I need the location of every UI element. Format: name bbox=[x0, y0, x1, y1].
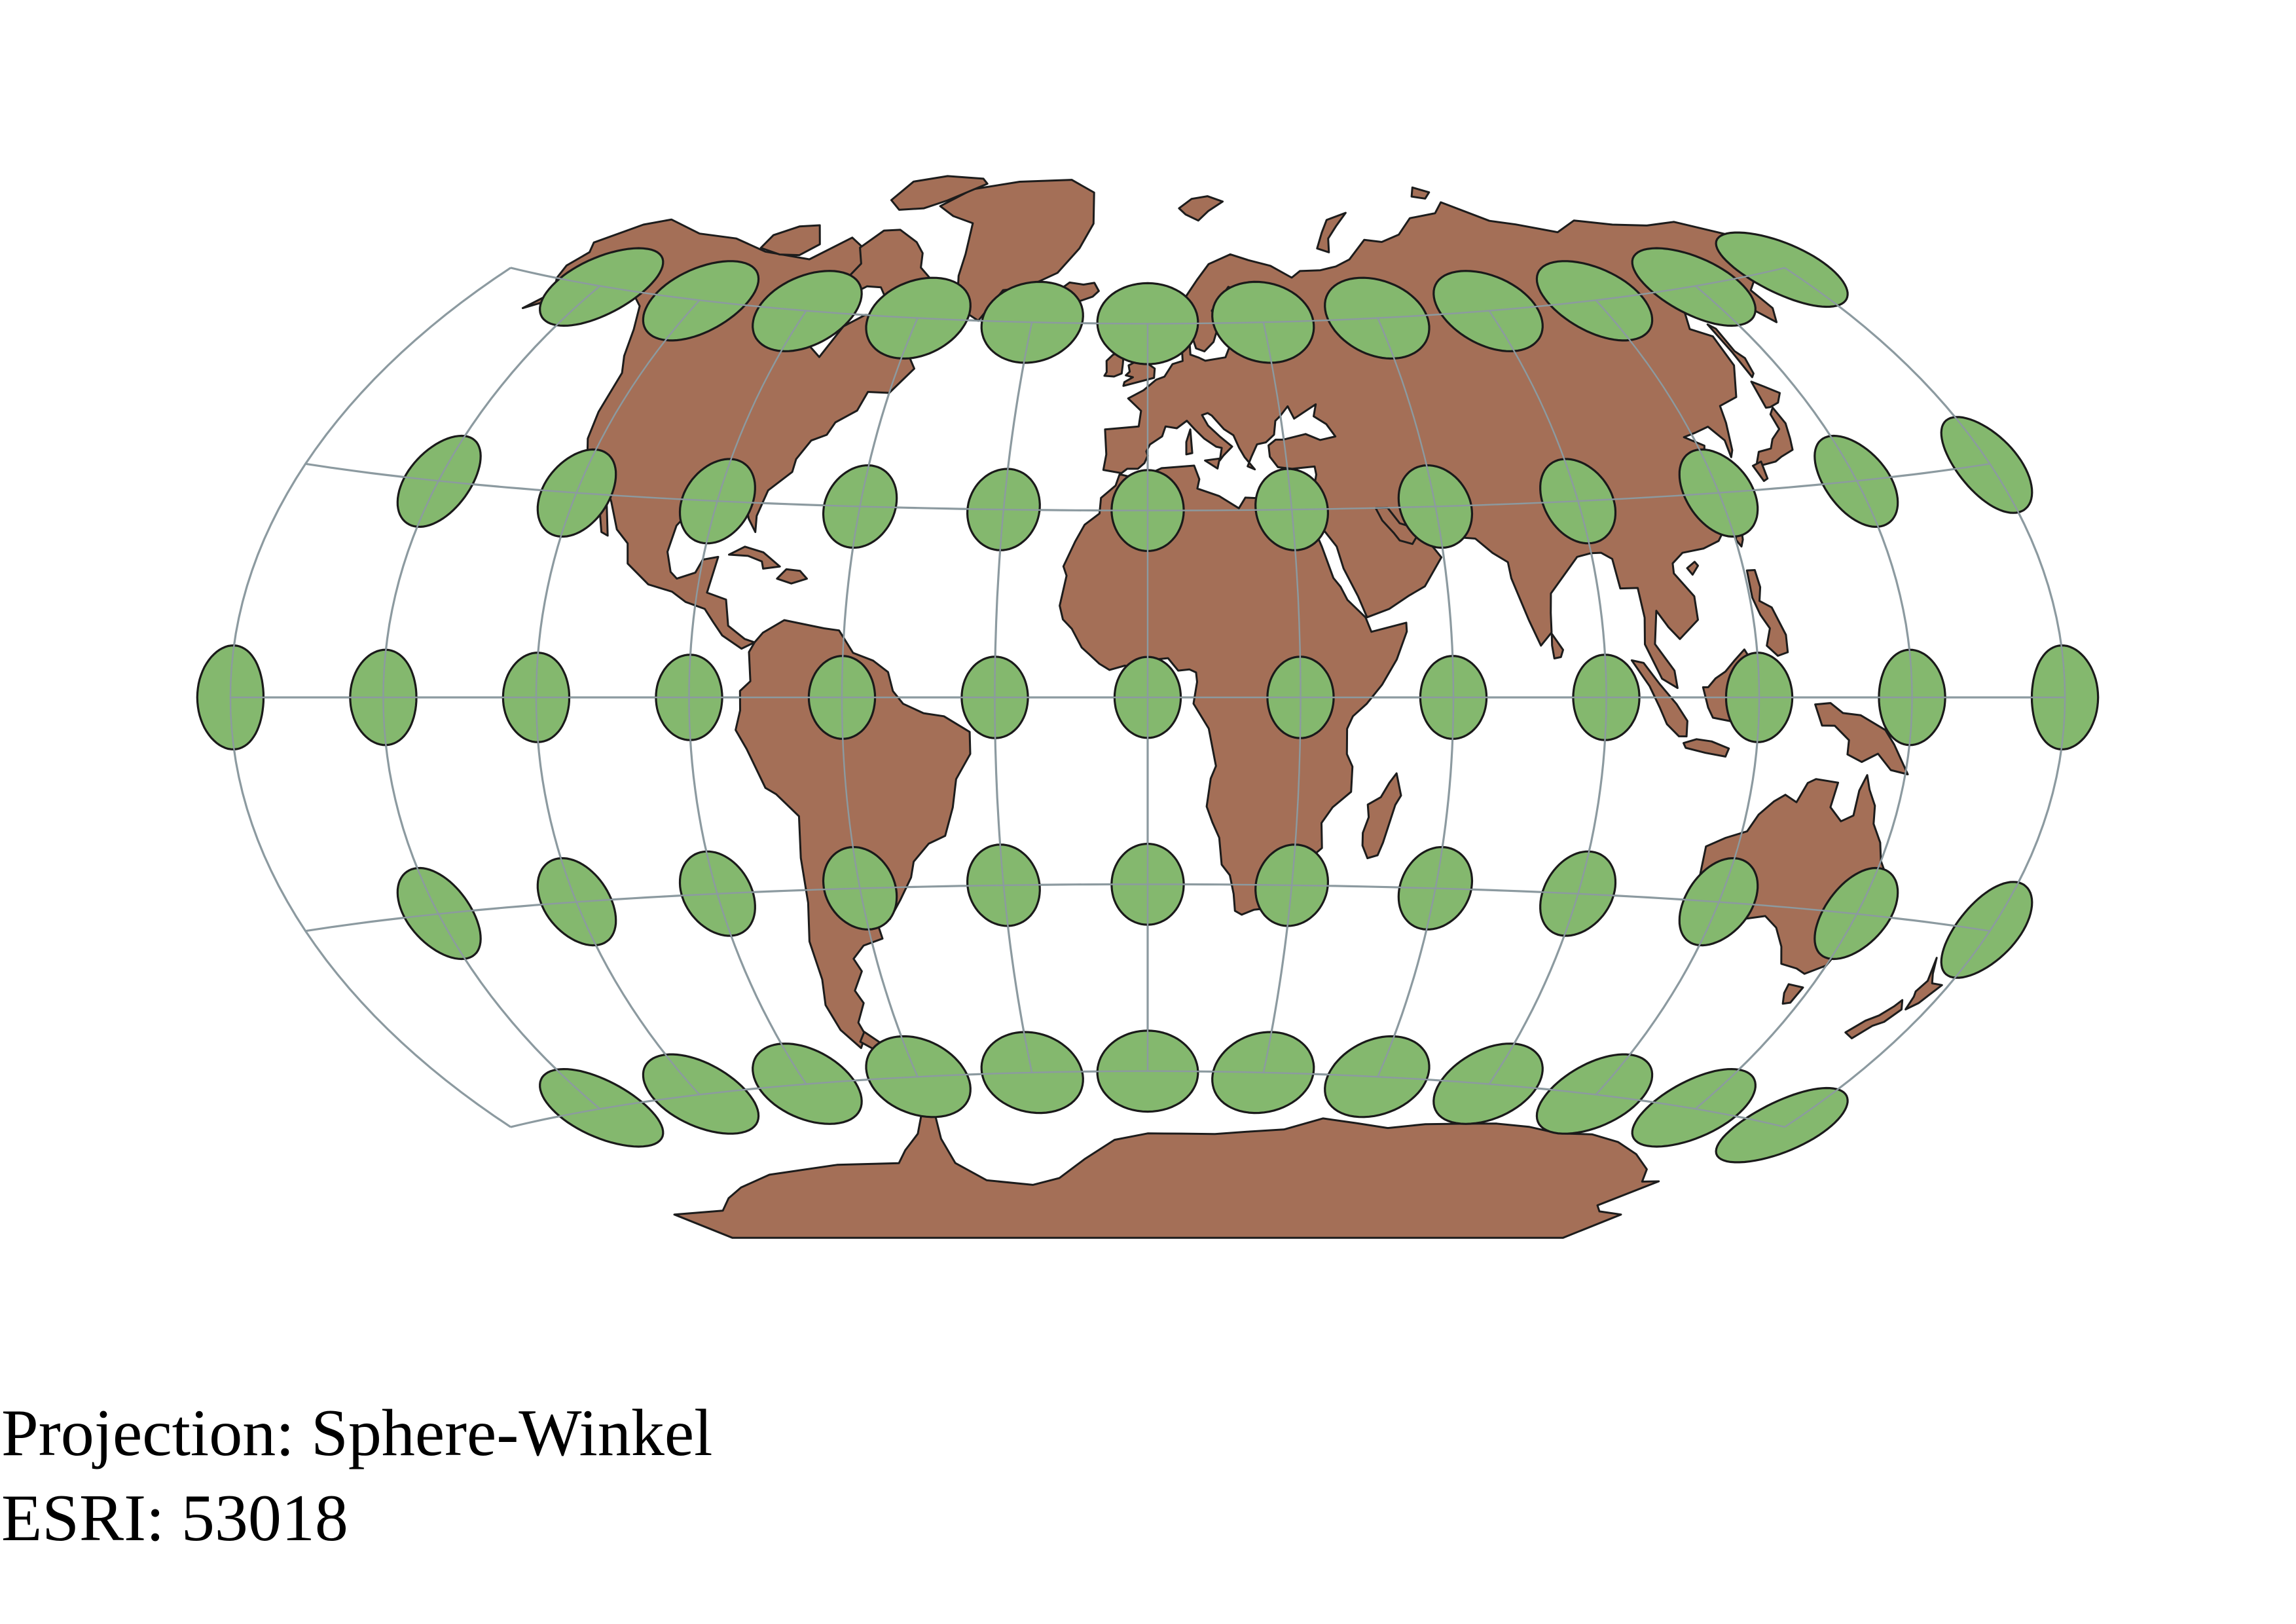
landmass-hainan bbox=[1686, 561, 1700, 576]
landmass-new-zealand-south bbox=[1844, 999, 1904, 1040]
landmass-ellesmere bbox=[890, 175, 989, 211]
landmass-cuba bbox=[728, 545, 781, 570]
landmass-south-america bbox=[735, 619, 972, 1049]
landmass-new-guinea bbox=[1814, 702, 1909, 775]
parallel-line bbox=[305, 463, 1990, 511]
landmass-tasmania bbox=[1781, 983, 1804, 1005]
graticule-overlay bbox=[229, 267, 2066, 1128]
landmass-svalbard bbox=[1178, 195, 1224, 222]
landmass-severnaya-zemlya bbox=[1410, 186, 1430, 200]
landmass-novaya-zemlya bbox=[1316, 212, 1347, 253]
projection-name-label: Projection: Sphere-Winkel bbox=[1, 1396, 713, 1470]
parallel-line bbox=[510, 267, 1785, 325]
landmass-philippines bbox=[1745, 569, 1789, 657]
landmass-sumatra bbox=[1630, 659, 1688, 737]
landmass-japan-honshu bbox=[1756, 406, 1794, 466]
landmass-java bbox=[1683, 738, 1730, 758]
landmass-kyushu bbox=[1751, 460, 1769, 482]
esri-code-label: ESRI: 53018 bbox=[1, 1481, 348, 1555]
parallel-line bbox=[305, 883, 1990, 932]
parallel-line bbox=[510, 1070, 1785, 1128]
landmass-japan-hokkaido bbox=[1750, 380, 1781, 409]
landmass-victoria-island bbox=[759, 224, 821, 257]
landmass-sri-lanka bbox=[1550, 633, 1564, 659]
landmass-sardinia-corsica bbox=[1185, 428, 1194, 456]
landmass-north-america bbox=[521, 218, 915, 650]
landmass-hispaniola bbox=[776, 568, 808, 585]
landmass-new-zealand-north bbox=[1904, 957, 1943, 1010]
landmass-madagascar bbox=[1361, 772, 1402, 860]
landmass-sri-sicily bbox=[1204, 457, 1221, 470]
landmass-sakhalin bbox=[1706, 323, 1755, 378]
landmass-antarctica bbox=[673, 1096, 1660, 1239]
